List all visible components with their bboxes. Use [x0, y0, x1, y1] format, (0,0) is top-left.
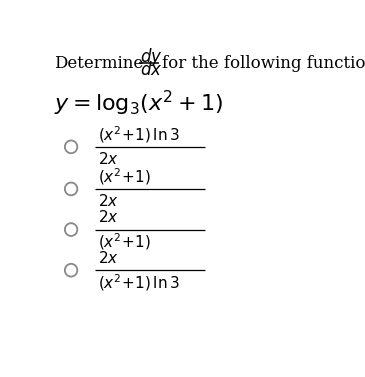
- Text: $y = \log_3\!\left(x^2 + 1\right)$: $y = \log_3\!\left(x^2 + 1\right)$: [54, 89, 223, 118]
- Text: for the following function:: for the following function:: [162, 55, 365, 72]
- Text: $2x$: $2x$: [98, 209, 119, 225]
- Text: Determine: Determine: [54, 55, 143, 72]
- Text: $2x$: $2x$: [98, 193, 119, 209]
- Text: $(x^2\!+\!1)\,\mathrm{ln}\,3$: $(x^2\!+\!1)\,\mathrm{ln}\,3$: [98, 124, 180, 145]
- Text: $(x^2\!+\!1)$: $(x^2\!+\!1)$: [98, 231, 151, 252]
- Text: $2x$: $2x$: [98, 151, 119, 167]
- Text: $(x^2\!+\!1)$: $(x^2\!+\!1)$: [98, 166, 151, 187]
- Text: $(x^2\!+\!1)\,\mathrm{ln}\,3$: $(x^2\!+\!1)\,\mathrm{ln}\,3$: [98, 272, 180, 293]
- Text: $dx$: $dx$: [141, 61, 163, 79]
- Text: $2x$: $2x$: [98, 250, 119, 266]
- Text: $dy$: $dy$: [141, 46, 163, 68]
